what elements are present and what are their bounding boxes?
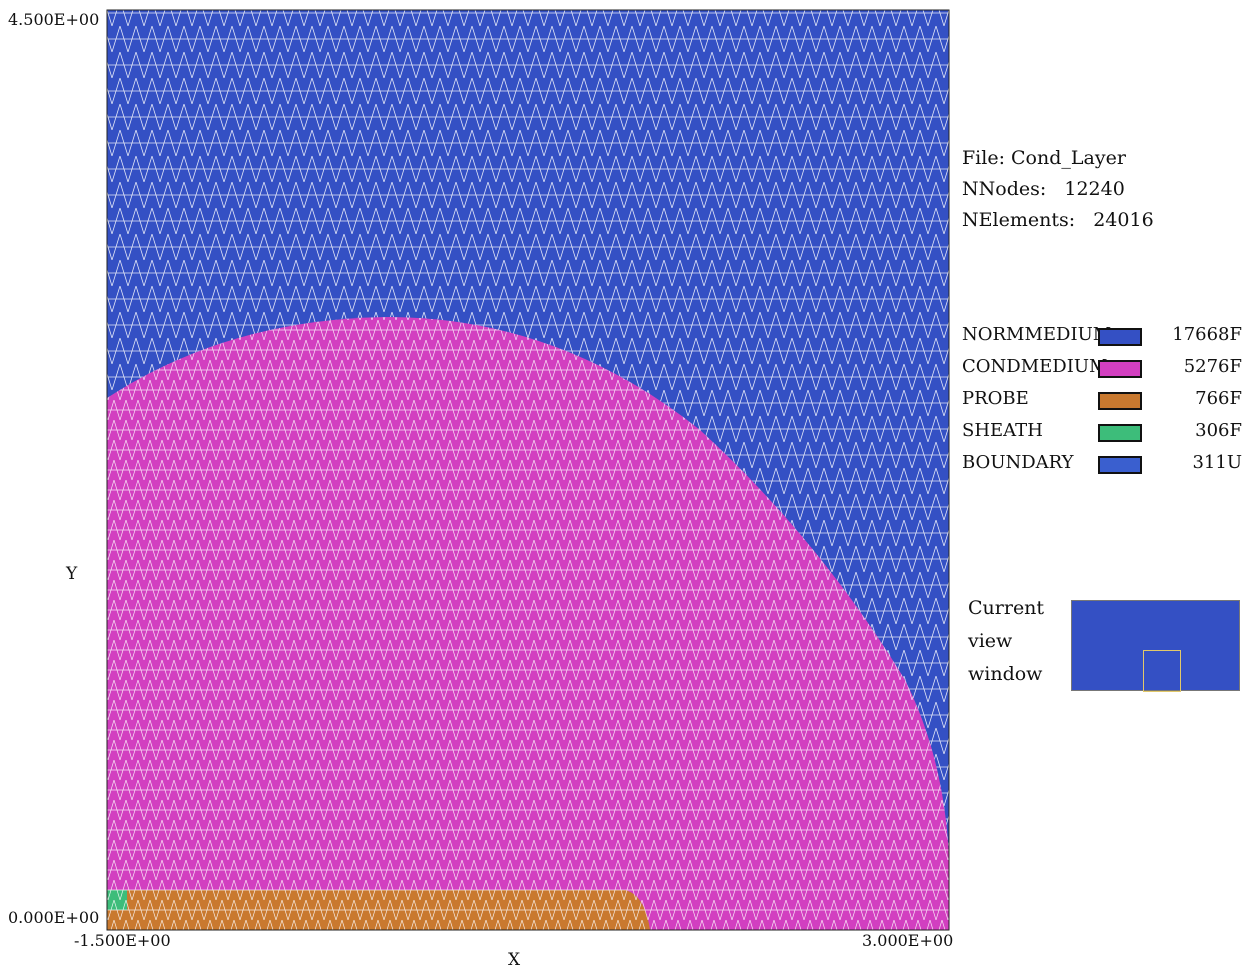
view-window-label-line: window (968, 663, 1043, 685)
legend-row-normmedium[interactable]: NORMMEDIUM 17668F (962, 322, 1242, 354)
y-min-label: 0.000E+00 (8, 908, 100, 927)
legend-name: BOUNDARY (962, 452, 1074, 473)
x-axis-label: X (508, 950, 521, 970)
legend-name: SHEATH (962, 420, 1043, 441)
legend-name: CONDMEDIUM (962, 356, 1108, 377)
x-max-label: 3.000E+00 (862, 931, 954, 950)
legend-row-boundary[interactable]: BOUNDARY 311U (962, 450, 1242, 482)
legend-swatch (1098, 360, 1142, 378)
legend-row-sheath[interactable]: SHEATH 306F (962, 418, 1242, 450)
legend-count: 311U (1192, 452, 1242, 473)
legend-count: 766F (1195, 388, 1242, 409)
y-max-label: 4.500E+00 (8, 10, 100, 29)
x-min-label: -1.500E+00 (74, 931, 171, 950)
file-info: File: Cond_Layer NNodes: 12240 NElements… (962, 143, 1154, 236)
view-window-overview[interactable] (1071, 600, 1240, 692)
region-legend: NORMMEDIUM 17668F CONDMEDIUM 5276F PROBE… (962, 322, 1242, 482)
legend-swatch (1098, 456, 1142, 474)
legend-row-probe[interactable]: PROBE 766F (962, 386, 1242, 418)
legend-swatch (1098, 328, 1142, 346)
legend-count: 5276F (1183, 356, 1242, 377)
file-name: File: Cond_Layer (962, 147, 1126, 169)
legend-row-condmedium[interactable]: CONDMEDIUM 5276F (962, 354, 1242, 386)
legend-swatch (1098, 392, 1142, 410)
legend-name: PROBE (962, 388, 1029, 409)
plot-frame (106, 9, 950, 931)
legend-count: 306F (1195, 420, 1242, 441)
view-window-label-line: Current (968, 597, 1045, 619)
node-count: NNodes: 12240 (962, 178, 1125, 200)
element-count: NElements: 24016 (962, 209, 1154, 231)
y-axis-label: Y (66, 564, 78, 584)
legend-swatch (1098, 424, 1142, 442)
legend-name: NORMMEDIUM (962, 324, 1112, 345)
view-window-label: Current view window (968, 592, 1044, 691)
legend-count: 17668F (1172, 324, 1242, 345)
view-window-label-line: view (968, 630, 1013, 652)
view-window-frame[interactable] (1143, 650, 1181, 692)
